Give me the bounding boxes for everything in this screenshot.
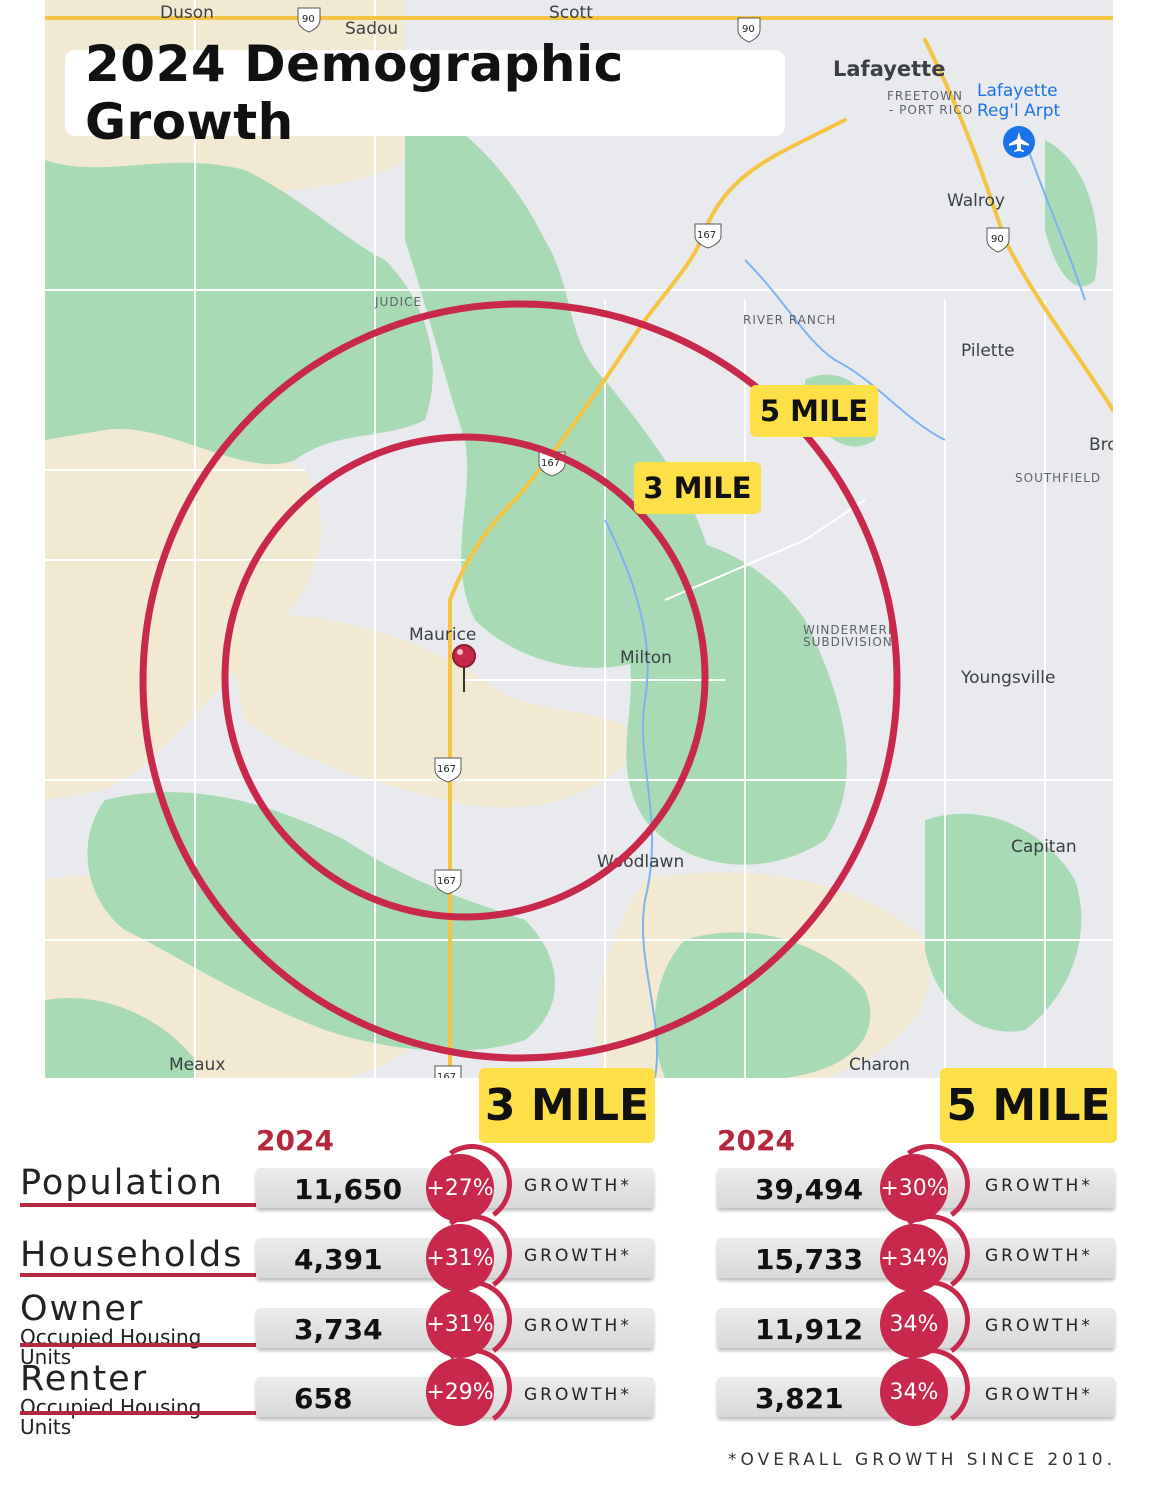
title-card: 2024 Demographic Growth: [65, 35, 785, 151]
growth-percent-badge: +31%: [426, 1224, 494, 1292]
place-label: Pilette: [961, 341, 1015, 361]
row-label-households: Households: [20, 1238, 256, 1273]
map-pin-icon[interactable]: [452, 644, 476, 692]
svg-text:167: 167: [437, 1072, 456, 1078]
svg-text:167: 167: [541, 458, 560, 469]
growth-percent-badge: +30%: [880, 1154, 948, 1222]
row-label-owner: Owner Occupied Housing Units: [20, 1289, 256, 1369]
footnote: *OVERALL GROWTH SINCE 2010.: [728, 1450, 1117, 1470]
rivers: [604, 139, 1086, 1078]
place-label: Maurice: [409, 625, 476, 645]
three-mile-map-label: 3 MILE: [634, 462, 761, 514]
place-labels: Duson Sadou Scott Lafayette FREETOWN - P…: [160, 3, 1113, 1075]
stat-value: 4,391: [294, 1243, 383, 1276]
place-label: Capitan: [1011, 837, 1077, 857]
growth-label: GROWTH*: [524, 1316, 632, 1336]
minor-roads: [45, 0, 1113, 1078]
svg-text:90: 90: [302, 14, 315, 25]
row-label-sub: Occupied Housing Units: [20, 1395, 202, 1439]
place-label: SUBDIVISION: [803, 635, 893, 649]
airplane-icon: [1003, 126, 1035, 158]
stat-value: 11,650: [294, 1173, 403, 1206]
row-label-population: Population: [20, 1166, 256, 1201]
five-mile-map-label: 5 MILE: [750, 385, 878, 437]
place-label: FREETOWN: [887, 89, 963, 103]
stat-value: 658: [294, 1382, 353, 1415]
stat-value: 3,821: [755, 1382, 844, 1415]
growth-label: GROWTH*: [985, 1316, 1093, 1336]
place-label: Duson: [160, 3, 214, 23]
growth-percent-badge: +34%: [880, 1224, 948, 1292]
svg-text:167: 167: [437, 764, 456, 775]
svg-text:167: 167: [437, 876, 456, 887]
row-underline: [20, 1203, 256, 1207]
place-label: Lafayette: [833, 57, 945, 81]
row-label-renter: Renter Occupied Housing Units: [20, 1359, 256, 1439]
row-label-main: Owner: [20, 1289, 145, 1329]
three-mile-heading: 3 MILE: [479, 1068, 655, 1143]
stat-value: 3,734: [294, 1313, 383, 1346]
growth-label: GROWTH*: [985, 1385, 1093, 1405]
place-label: Bro: [1089, 435, 1113, 455]
three-mile-year: 2024: [256, 1124, 334, 1157]
growth-label: GROWTH*: [524, 1385, 632, 1405]
five-mile-ring: [139, 300, 901, 1062]
three-mile-owner-bar: 3,734 GROWTH*: [256, 1308, 654, 1348]
growth-label: GROWTH*: [524, 1246, 632, 1266]
three-mile-ring: [221, 433, 709, 921]
svg-text:90: 90: [742, 24, 755, 35]
growth-label: GROWTH*: [985, 1176, 1093, 1196]
row-underline: [20, 1273, 256, 1277]
place-label: Charon: [849, 1055, 910, 1075]
map-canvas: 90 90 167 90 167 167 167 167 Duson Sadou…: [45, 0, 1113, 1078]
place-label: Youngsville: [960, 668, 1055, 688]
stat-value: 11,912: [755, 1313, 864, 1346]
growth-percent-badge: 34%: [880, 1290, 948, 1358]
row-underline: [20, 1411, 256, 1415]
growth-percent-badge: +29%: [426, 1358, 494, 1426]
place-label: Scott: [549, 3, 593, 23]
five-mile-year: 2024: [717, 1124, 795, 1157]
place-label: RIVER RANCH: [743, 313, 836, 327]
place-label: Walroy: [947, 191, 1005, 211]
map[interactable]: 90 90 167 90 167 167 167 167 Duson Sadou…: [45, 0, 1113, 1078]
radius-rings: [139, 300, 901, 1062]
place-label: - PORT RICO: [889, 103, 973, 117]
place-label: Sadou: [345, 19, 398, 39]
svg-text:90: 90: [991, 234, 1004, 245]
growth-percent-badge: +27%: [426, 1154, 494, 1222]
place-label: Reg'l Arpt: [977, 101, 1061, 121]
place-label: Meaux: [169, 1055, 225, 1075]
place-label: Milton: [620, 648, 672, 668]
stat-value: 39,494: [755, 1173, 864, 1206]
place-label: Lafayette: [977, 81, 1058, 101]
growth-label: GROWTH*: [985, 1246, 1093, 1266]
growth-label: GROWTH*: [524, 1176, 632, 1196]
page-title: 2024 Demographic Growth: [85, 35, 624, 151]
row-label-main: Households: [20, 1235, 244, 1275]
growth-percent-badge: 34%: [880, 1358, 948, 1426]
place-label: SOUTHFIELD: [1015, 471, 1101, 485]
place-label: WINDERMERE: [803, 623, 896, 637]
row-underline: [20, 1343, 256, 1347]
place-label: JUDICE: [374, 295, 422, 309]
five-mile-heading: 5 MILE: [940, 1068, 1117, 1143]
row-label-main: Population: [20, 1163, 224, 1203]
svg-text:167: 167: [697, 230, 716, 241]
row-label-sub: Occupied Housing Units: [20, 1325, 202, 1369]
route-shields: 90 90 167 90 167 167 167 167: [297, 7, 1010, 1078]
stat-value: 15,733: [755, 1243, 864, 1276]
growth-percent-badge: +31%: [426, 1290, 494, 1358]
row-label-main: Renter: [20, 1359, 149, 1399]
